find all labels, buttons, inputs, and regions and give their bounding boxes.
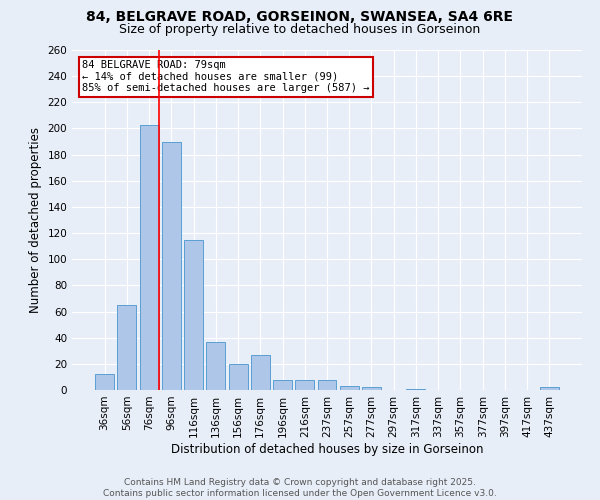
Bar [95,374,114,390]
Bar [206,342,225,390]
Bar [251,354,270,390]
Bar [540,388,559,390]
Text: Size of property relative to detached houses in Gorseinon: Size of property relative to detached ho… [119,22,481,36]
Bar [362,388,381,390]
Bar [184,240,203,390]
Text: Contains HM Land Registry data © Crown copyright and database right 2025.
Contai: Contains HM Land Registry data © Crown c… [103,478,497,498]
Bar [340,386,359,390]
Text: 84 BELGRAVE ROAD: 79sqm
← 14% of detached houses are smaller (99)
85% of semi-de: 84 BELGRAVE ROAD: 79sqm ← 14% of detache… [82,60,370,94]
Text: 84, BELGRAVE ROAD, GORSEINON, SWANSEA, SA4 6RE: 84, BELGRAVE ROAD, GORSEINON, SWANSEA, S… [86,10,514,24]
Bar [317,380,337,390]
Bar [162,142,181,390]
Bar [140,124,158,390]
Bar [406,388,425,390]
Bar [273,380,292,390]
Y-axis label: Number of detached properties: Number of detached properties [29,127,42,313]
Bar [229,364,248,390]
Bar [118,305,136,390]
Bar [295,380,314,390]
X-axis label: Distribution of detached houses by size in Gorseinon: Distribution of detached houses by size … [171,442,483,456]
